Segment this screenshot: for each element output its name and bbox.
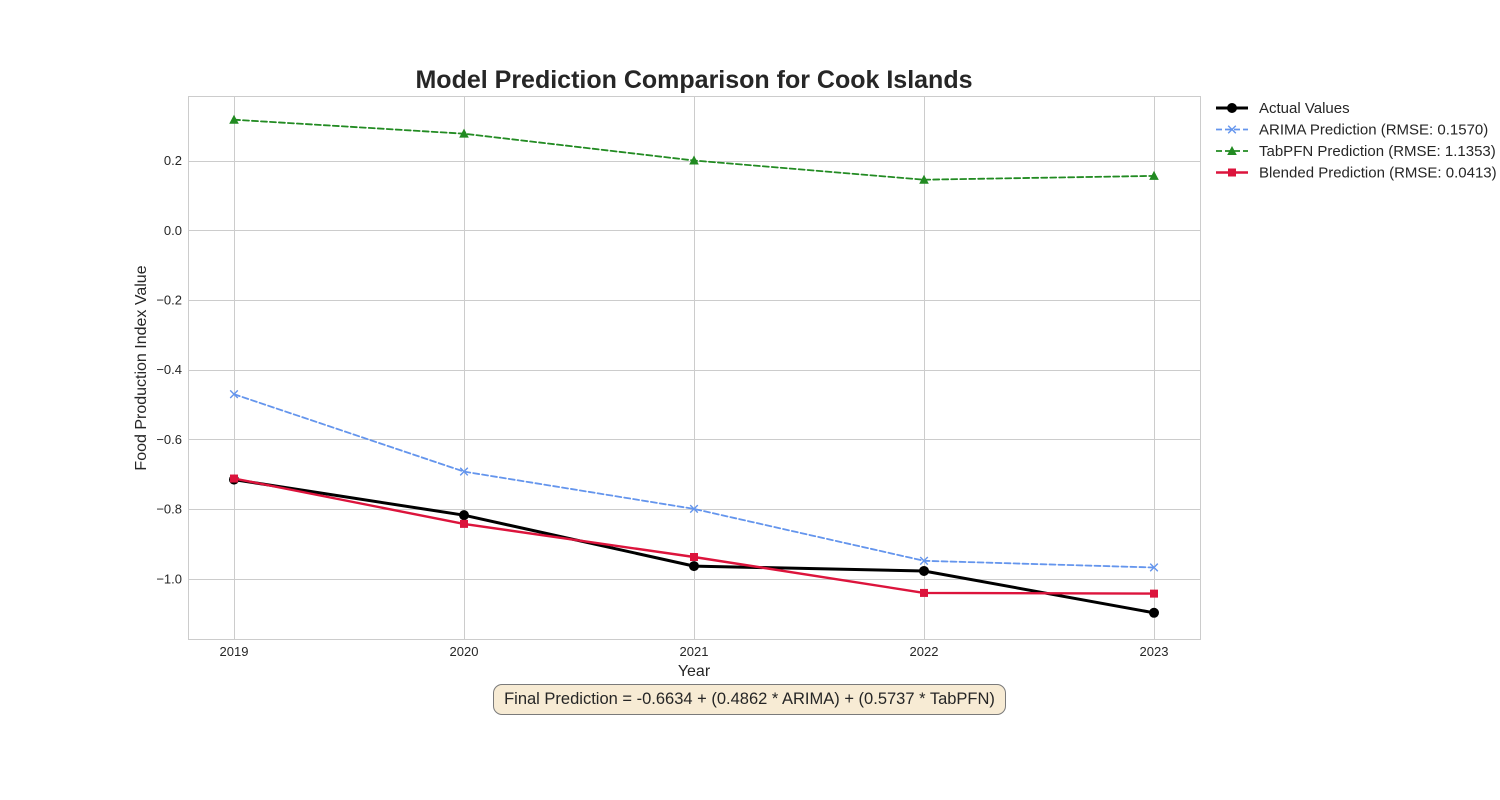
legend-entry: ARIMA Prediction (RMSE: 0.1570) — [1216, 122, 1488, 139]
data-point — [919, 174, 929, 184]
y-tick-label: 0.2 — [164, 153, 182, 168]
x-tick-label: 2023 — [1140, 644, 1169, 659]
data-point — [459, 128, 469, 138]
series-line — [233, 393, 1155, 569]
series-layer — [229, 114, 1159, 618]
x-tick-label: 2022 — [910, 644, 939, 659]
data-point — [1149, 170, 1159, 180]
legend-marker — [1227, 146, 1237, 155]
legend-entry: Blended Prediction (RMSE: 0.0413) — [1216, 165, 1497, 182]
series-2 — [229, 114, 1159, 184]
data-point — [230, 474, 238, 483]
legend-label: Blended Prediction (RMSE: 0.0413) — [1259, 165, 1497, 182]
x-tick-label: 2020 — [450, 644, 479, 659]
y-tick-label: −1.0 — [156, 571, 182, 586]
data-point — [689, 155, 699, 165]
data-point — [459, 467, 469, 476]
data-point — [1149, 563, 1159, 572]
legend-marker — [1228, 168, 1236, 177]
data-point — [229, 389, 239, 399]
x-axis-label: Year — [678, 663, 711, 680]
data-point — [1149, 607, 1159, 618]
x-tick-label: 2019 — [220, 644, 249, 659]
data-point — [1150, 589, 1158, 598]
legend-label: Actual Values — [1259, 100, 1350, 117]
y-tick-label: −0.4 — [156, 362, 182, 377]
y-axis-ticks: −1.0 −0.8 −0.6 −0.4 −0.2 0.0 0.2 — [156, 153, 182, 586]
y-tick-label: −0.2 — [156, 293, 182, 308]
grid-lines — [188, 96, 1200, 640]
final-prediction-annotation: Final Prediction = -0.6634 + (0.4862 * A… — [493, 684, 1006, 715]
data-point — [689, 561, 699, 572]
x-axis-ticks: 2019 2020 2021 2022 2023 — [220, 644, 1169, 659]
legend-label: TabPFN Prediction (RMSE: 1.1353) — [1259, 143, 1496, 160]
data-point — [459, 510, 469, 521]
x-tick-label: 2021 — [680, 644, 709, 659]
series-1 — [229, 389, 1159, 572]
data-point — [919, 565, 929, 576]
data-point — [920, 588, 928, 597]
chart-title: Model Prediction Comparison for Cook Isl… — [415, 66, 972, 94]
data-point — [229, 114, 239, 124]
series-3 — [230, 474, 1158, 598]
legend-marker — [1227, 103, 1237, 113]
legend-label: ARIMA Prediction (RMSE: 0.1570) — [1259, 122, 1488, 139]
chart-legend: Actual Values ARIMA Prediction (RMSE: 0.1… — [1216, 100, 1497, 182]
y-tick-label: −0.8 — [156, 502, 182, 517]
data-point — [690, 553, 698, 562]
data-point — [919, 556, 929, 566]
y-tick-label: 0.0 — [164, 223, 182, 238]
y-axis-label: Food Production Index Value — [133, 265, 150, 470]
data-point — [460, 519, 468, 528]
legend-marker — [1227, 125, 1237, 134]
legend-entry: TabPFN Prediction (RMSE: 1.1353) — [1216, 143, 1496, 160]
y-tick-label: −0.6 — [156, 432, 182, 447]
legend-entry: Actual Values — [1216, 100, 1350, 117]
data-point — [689, 504, 699, 514]
plot-area-frame — [188, 96, 1201, 640]
